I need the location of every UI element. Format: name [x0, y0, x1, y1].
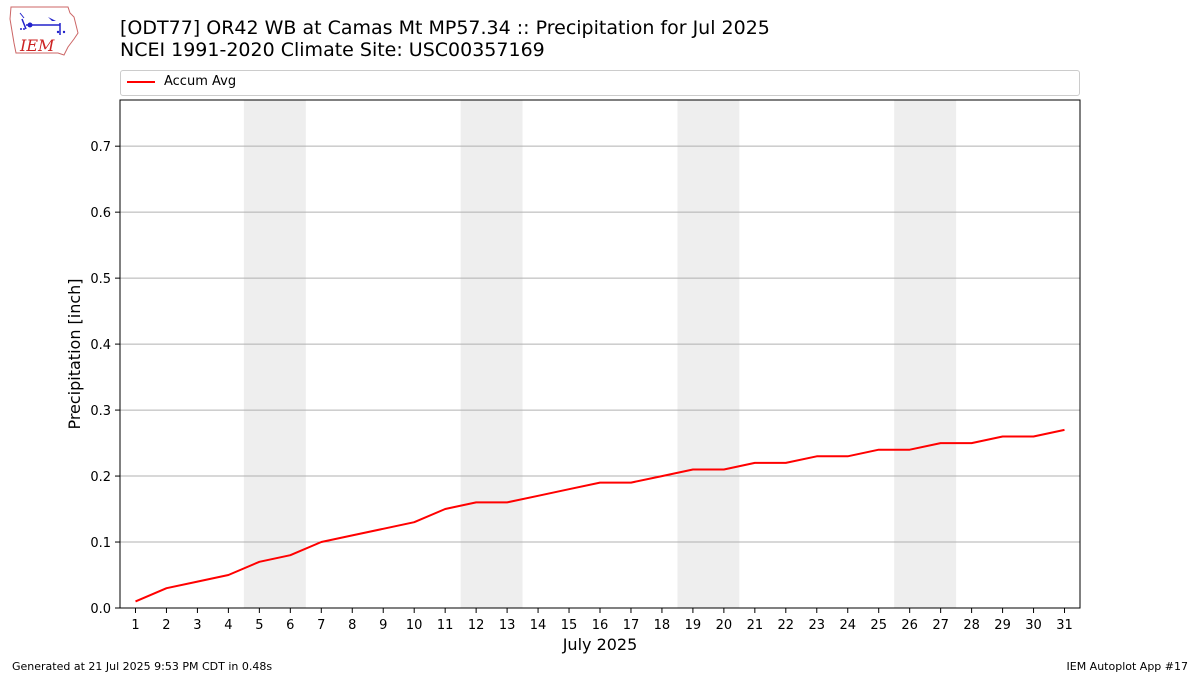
x-tick-label: 16 [592, 618, 609, 633]
data-point [846, 455, 849, 458]
x-tick-label: 22 [778, 618, 795, 633]
x-tick-label: 21 [747, 618, 764, 633]
plot-frame [119, 99, 1081, 609]
x-tick-label: 17 [623, 618, 640, 633]
footer-app: IEM Autoplot App #17 [1066, 660, 1189, 673]
x-tick-label: 11 [437, 618, 454, 633]
data-point [1001, 435, 1004, 438]
x-tick-label: 23 [809, 618, 826, 633]
x-tick-label: 24 [839, 618, 856, 633]
logo-text: IEM [19, 36, 55, 55]
x-tick-label: 20 [716, 618, 733, 633]
data-point [1032, 435, 1035, 438]
data-point [599, 481, 602, 484]
data-point [537, 494, 540, 497]
x-tick-label: 9 [379, 618, 387, 633]
data-point [908, 448, 911, 451]
iem-logo-icon: IEM [9, 6, 79, 56]
x-tick-label: 14 [530, 618, 547, 633]
data-point [568, 488, 571, 491]
weekend-shade-1 [243, 100, 306, 608]
y-tick-label: 0.5 [90, 272, 111, 287]
data-point [413, 521, 416, 524]
x-tick-label: 3 [193, 618, 201, 633]
data-point [196, 580, 199, 583]
weekend-shade-4 [894, 100, 957, 608]
x-tick-label: 13 [499, 618, 516, 633]
data-point [351, 534, 354, 537]
y-tick-label: 0.1 [90, 536, 111, 551]
data-point [753, 461, 756, 464]
data-point [134, 600, 137, 603]
x-tick-label: 26 [901, 618, 918, 633]
x-tick-label: 30 [1025, 618, 1042, 633]
x-tick-label: 18 [654, 618, 671, 633]
y-tick-label: 0.4 [90, 338, 111, 353]
y-tick-label: 0.2 [90, 470, 111, 485]
data-point [382, 527, 385, 530]
x-tick-label: 15 [561, 618, 578, 633]
weekend-shade-2 [460, 100, 523, 608]
data-point [877, 448, 880, 451]
data-point [475, 501, 478, 504]
legend-swatch-accum-avg [127, 81, 155, 83]
y-tick-label: 0.0 [90, 602, 111, 617]
x-tick-label: 12 [468, 618, 485, 633]
data-point [227, 574, 230, 577]
y-tick-label: 0.3 [90, 404, 111, 419]
y-tick-label: 0.6 [90, 206, 111, 221]
data-point [258, 560, 261, 563]
data-point [722, 468, 725, 471]
x-tick-label: 19 [685, 618, 702, 633]
chart-subtitle: NCEI 1991-2020 Climate Site: USC00357169 [120, 39, 545, 61]
x-tick-label: 7 [317, 618, 325, 633]
chart-legend: Accum Avg [120, 70, 1080, 96]
data-point [320, 541, 323, 544]
data-point [1063, 428, 1066, 431]
x-tick-label: 5 [255, 618, 263, 633]
data-point [939, 442, 942, 445]
x-tick-label: 25 [870, 618, 887, 633]
data-point [629, 481, 632, 484]
data-point [165, 587, 168, 590]
data-point [784, 461, 787, 464]
x-tick-label: 27 [932, 618, 949, 633]
x-tick-label: 4 [224, 618, 232, 633]
iem-logo: IEM [8, 5, 80, 59]
x-tick-label: 1 [131, 618, 139, 633]
legend-label-accum-avg: Accum Avg [164, 74, 237, 89]
data-point [970, 442, 973, 445]
data-point [660, 475, 663, 478]
x-tick-label: 6 [286, 618, 294, 633]
x-tick-label: 28 [963, 618, 980, 633]
y-tick-label: 0.7 [90, 140, 111, 155]
data-point [691, 468, 694, 471]
x-tick-label: 2 [162, 618, 170, 633]
data-point [815, 455, 818, 458]
weekend-shade-3 [677, 100, 740, 608]
data-point [289, 554, 292, 557]
chart-title: [ODT77] OR42 WB at Camas Mt MP57.34 :: P… [120, 17, 770, 39]
y-axis-label: Precipitation [inch] [65, 278, 84, 429]
x-axis-label: July 2025 [562, 635, 638, 654]
x-tick-label: 10 [406, 618, 423, 633]
series-line-accum-avg [135, 428, 1065, 603]
x-tick-label: 29 [994, 618, 1011, 633]
x-tick-label: 31 [1056, 618, 1073, 633]
x-tick-label: 8 [348, 618, 356, 633]
footer-generated: Generated at 21 Jul 2025 9:53 PM CDT in … [12, 660, 273, 673]
data-point [506, 501, 509, 504]
data-point [444, 508, 447, 511]
